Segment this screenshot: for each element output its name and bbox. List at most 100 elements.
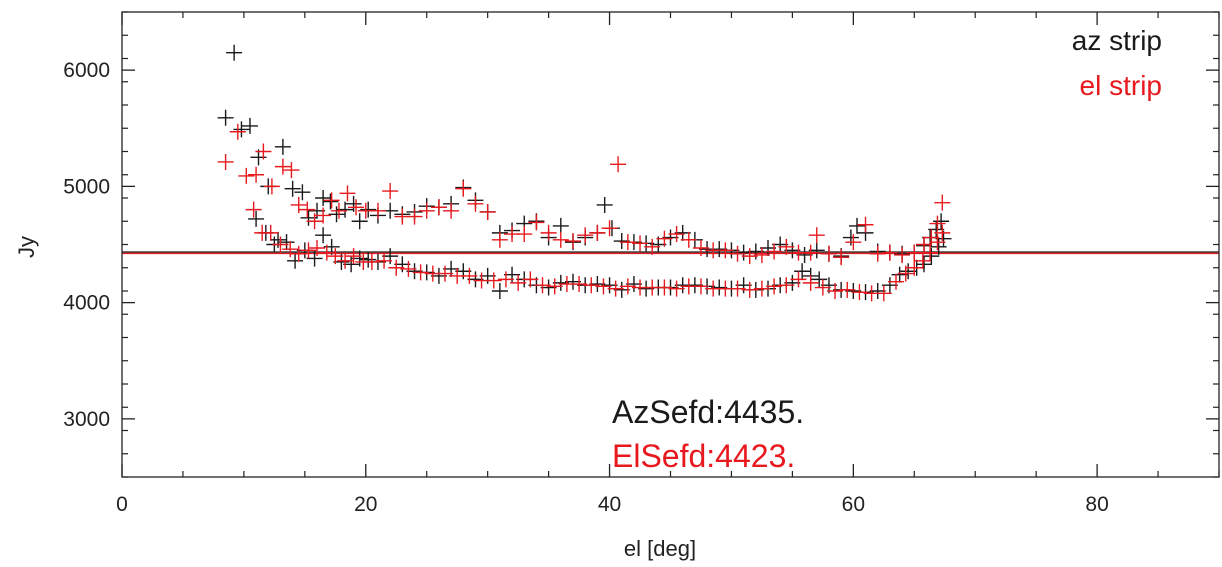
data-point bbox=[711, 279, 728, 296]
data-point bbox=[851, 284, 868, 301]
data-point bbox=[339, 185, 356, 202]
data-point bbox=[300, 209, 317, 226]
data-point bbox=[668, 280, 685, 297]
data-point bbox=[833, 249, 850, 266]
data-point bbox=[248, 166, 265, 183]
data-point bbox=[241, 117, 258, 134]
data-point bbox=[644, 238, 661, 255]
data-point bbox=[729, 245, 746, 262]
data-point bbox=[845, 283, 862, 299]
data-point bbox=[497, 271, 514, 288]
data-point bbox=[692, 278, 709, 295]
data-point bbox=[290, 245, 307, 262]
data-point bbox=[491, 231, 508, 248]
data-point bbox=[534, 277, 551, 294]
data-point bbox=[552, 274, 569, 291]
data-point bbox=[467, 195, 484, 212]
data-point bbox=[406, 208, 423, 225]
data-point bbox=[337, 252, 354, 269]
data-point bbox=[283, 162, 300, 179]
data-points bbox=[217, 44, 952, 302]
data-point bbox=[351, 213, 368, 230]
data-point bbox=[766, 243, 783, 260]
data-point bbox=[217, 153, 234, 170]
data-point bbox=[811, 271, 828, 288]
data-point bbox=[430, 199, 447, 216]
data-point bbox=[485, 272, 502, 289]
data-point bbox=[226, 44, 243, 61]
y-tick-labels: 3000 4000 5000 6000 bbox=[63, 59, 110, 431]
data-point bbox=[613, 281, 630, 298]
data-point bbox=[274, 138, 291, 155]
data-point bbox=[784, 274, 801, 291]
data-point bbox=[376, 252, 393, 269]
data-point bbox=[887, 273, 904, 290]
data-point bbox=[418, 202, 435, 219]
data-point bbox=[922, 244, 939, 261]
data-point bbox=[881, 277, 898, 294]
data-point bbox=[345, 248, 362, 265]
data-point bbox=[692, 239, 709, 256]
data-point bbox=[796, 246, 813, 263]
data-point bbox=[363, 253, 380, 270]
series-el-strip bbox=[217, 123, 951, 302]
data-point bbox=[753, 280, 770, 297]
data-point bbox=[328, 206, 345, 223]
data-point bbox=[437, 265, 454, 282]
legend-az-strip: az strip bbox=[1072, 25, 1162, 56]
data-point bbox=[894, 246, 911, 263]
data-point bbox=[741, 248, 758, 265]
data-point bbox=[330, 202, 347, 219]
data-point bbox=[583, 277, 600, 294]
data-point bbox=[348, 199, 365, 216]
minor-ticks bbox=[122, 11, 1220, 478]
el-sefd-annotation: ElSefd:4423. bbox=[612, 438, 795, 474]
data-point bbox=[516, 226, 533, 243]
reference-lines bbox=[122, 251, 1219, 255]
data-point bbox=[839, 281, 856, 298]
data-point bbox=[794, 263, 811, 280]
data-point bbox=[263, 178, 280, 195]
data-point bbox=[323, 192, 340, 209]
data-point bbox=[900, 263, 917, 280]
data-point bbox=[315, 227, 332, 244]
data-point bbox=[656, 279, 673, 296]
data-point bbox=[906, 259, 923, 276]
data-point bbox=[717, 242, 734, 259]
data-point bbox=[778, 238, 795, 255]
data-point bbox=[345, 195, 362, 212]
data-point bbox=[753, 246, 770, 263]
data-point bbox=[552, 231, 569, 248]
data-point bbox=[916, 236, 933, 253]
y-tick-label: 3000 bbox=[63, 408, 110, 431]
data-point bbox=[270, 231, 287, 248]
data-point bbox=[455, 180, 472, 197]
data-point bbox=[282, 241, 299, 258]
data-point bbox=[916, 256, 933, 273]
data-point bbox=[318, 244, 335, 261]
data-point bbox=[596, 196, 613, 213]
data-point bbox=[933, 213, 950, 230]
data-point bbox=[897, 265, 914, 282]
y-axis-label: Jy bbox=[14, 236, 39, 258]
data-point bbox=[601, 277, 618, 294]
data-point bbox=[571, 276, 588, 293]
data-point bbox=[820, 245, 837, 262]
data-point bbox=[412, 264, 429, 281]
x-tick-label: 0 bbox=[116, 493, 128, 516]
data-point bbox=[322, 193, 339, 210]
data-point bbox=[619, 278, 636, 295]
data-point bbox=[479, 203, 496, 220]
data-point bbox=[294, 184, 311, 201]
data-point bbox=[610, 156, 627, 173]
data-point bbox=[680, 231, 697, 248]
data-point bbox=[315, 207, 332, 224]
data-point bbox=[360, 201, 377, 218]
data-point bbox=[327, 248, 344, 265]
data-point bbox=[662, 229, 679, 246]
data-point bbox=[632, 235, 649, 252]
data-point bbox=[278, 234, 295, 251]
data-point bbox=[262, 224, 279, 241]
y-tick-label: 6000 bbox=[63, 59, 110, 82]
